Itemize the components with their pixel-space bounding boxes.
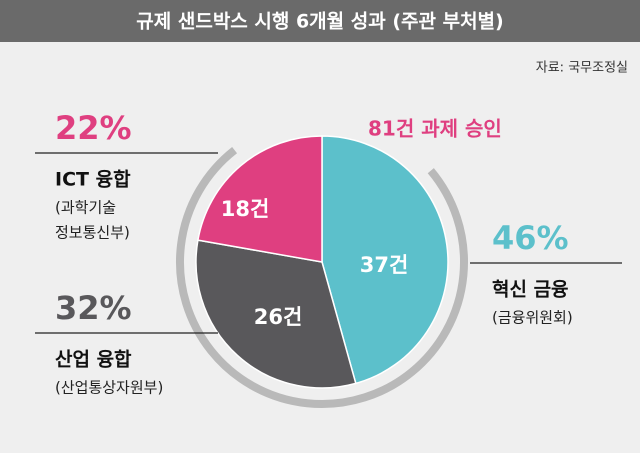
percent-label: 32% [55, 289, 132, 327]
header [0, 0, 640, 42]
percent-label: 46% [492, 219, 569, 257]
ministry-label: 정보통신부) [55, 224, 130, 242]
slice-label: 18건 [221, 197, 270, 221]
total-label: 81건 과제 승인 [368, 117, 502, 141]
category-label: 산업 융합 [55, 349, 132, 371]
pie-slice [195, 239, 357, 389]
percent-label: 22% [55, 109, 132, 147]
pie-slice [197, 135, 323, 263]
chart-title: 규제 샌드박스 시행 6개월 성과 (주관 부처별) [136, 11, 503, 33]
slice-label: 26건 [254, 305, 303, 329]
outer-ring [176, 146, 468, 408]
category-label: 혁신 금융 [492, 279, 569, 301]
ministry-label: (과학기술 [55, 199, 116, 217]
ministry-label: (산업통상자원부) [55, 379, 163, 397]
source: 자료: 국무조정실 [536, 61, 628, 76]
ministry-label: (금융위원회) [492, 309, 573, 327]
pie-slice [321, 135, 449, 385]
slice-label: 37건 [360, 253, 409, 277]
category-label: ICT 융합 [55, 169, 131, 191]
